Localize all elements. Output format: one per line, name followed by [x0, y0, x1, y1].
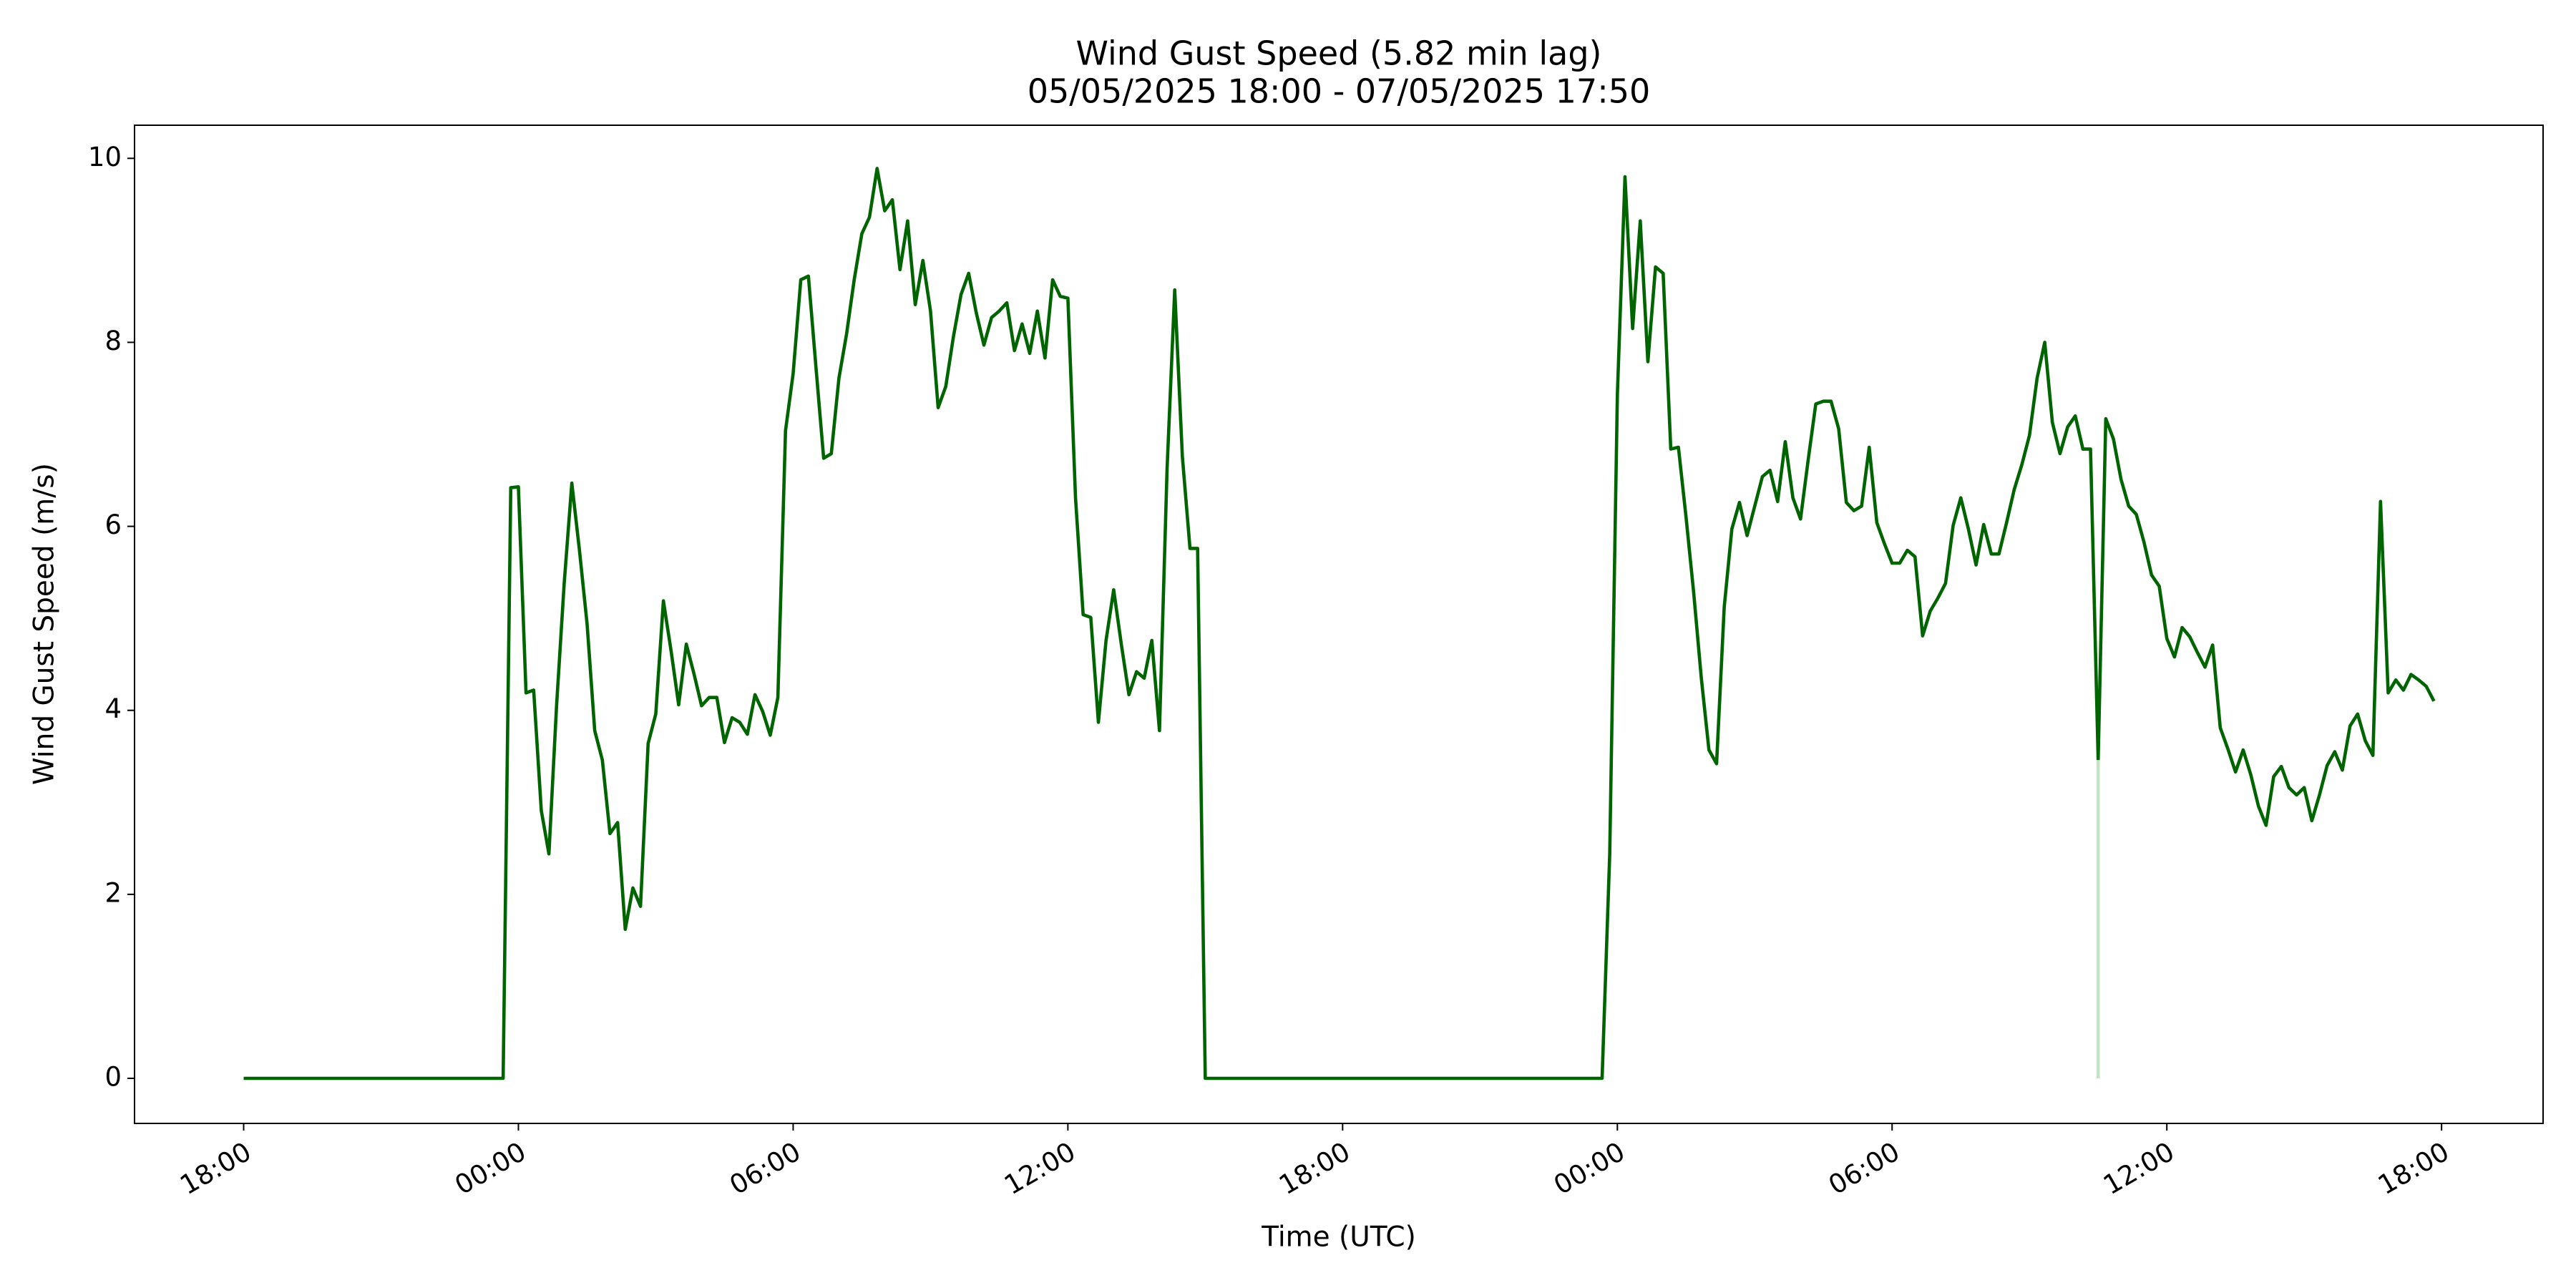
y-tick-label: 10 [88, 142, 122, 172]
y-tick-label: 6 [104, 509, 122, 540]
chart-title: Wind Gust Speed (5.82 min lag) [1076, 34, 1602, 73]
data-line [243, 167, 2436, 1080]
y-axis-label: Wind Gust Speed (m/s) [29, 463, 61, 785]
chart-subtitle: 05/05/2025 18:00 - 07/05/2025 17:50 [1028, 72, 1650, 111]
y-tick-label: 4 [104, 693, 122, 724]
y-tick-label: 2 [104, 877, 122, 908]
x-axis-label: Time (UTC) [1261, 1221, 1416, 1254]
y-tick-label: 8 [104, 326, 122, 356]
y-tick-label: 0 [104, 1062, 122, 1093]
plot-frame [134, 125, 2544, 1124]
